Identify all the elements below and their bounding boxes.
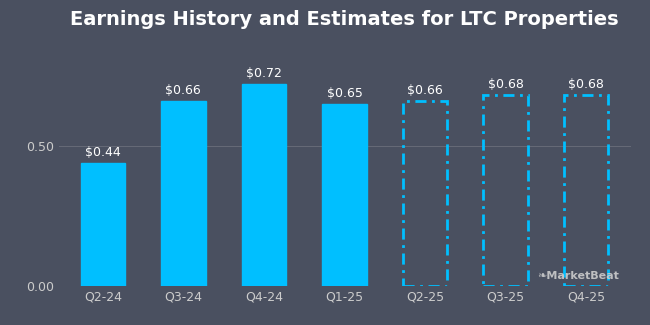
Text: ❧MarketBeat: ❧MarketBeat [537, 271, 619, 281]
Text: $0.65: $0.65 [326, 87, 363, 100]
Bar [484, 95, 528, 286]
Bar [322, 104, 367, 286]
Bar [81, 162, 125, 286]
Bar [403, 101, 447, 286]
Text: $0.66: $0.66 [166, 84, 202, 97]
Text: $0.72: $0.72 [246, 67, 282, 80]
Bar [161, 101, 205, 286]
Bar [564, 95, 608, 286]
Text: $0.66: $0.66 [407, 84, 443, 97]
Text: $0.68: $0.68 [488, 78, 523, 92]
Title: Earnings History and Estimates for LTC Properties: Earnings History and Estimates for LTC P… [70, 10, 619, 29]
Text: $0.44: $0.44 [85, 146, 121, 159]
Bar [242, 84, 286, 286]
Text: $0.68: $0.68 [568, 78, 604, 92]
